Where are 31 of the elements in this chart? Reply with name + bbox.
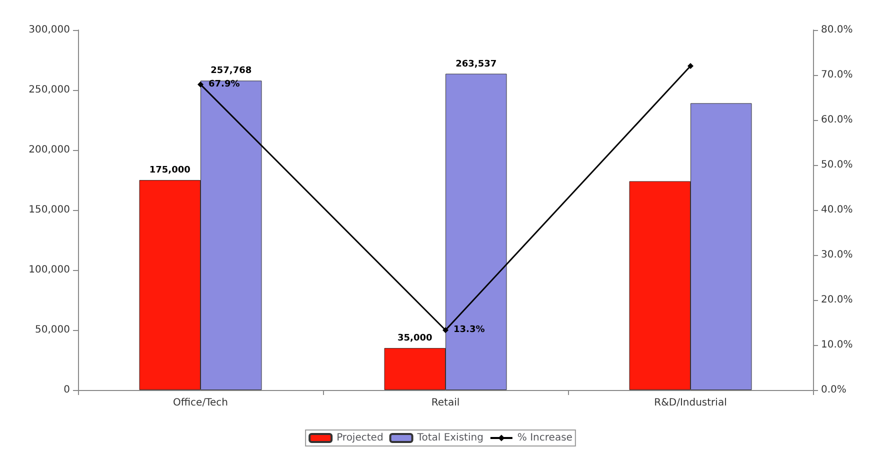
data-label: 13.3% xyxy=(454,325,485,336)
point xyxy=(198,81,204,88)
y2-tick-label: 70.0% xyxy=(821,70,853,80)
y-tick-label: 200,000 xyxy=(28,144,70,156)
x-tick-label: Retail xyxy=(431,398,460,408)
data-label: 257,768 xyxy=(210,66,252,76)
data-label: 35,000 xyxy=(398,334,432,344)
point xyxy=(688,63,694,69)
y2-tick-label: 80.0% xyxy=(821,24,853,36)
y2-tick-label: 60.0% xyxy=(821,114,853,126)
data-label: 263,537 xyxy=(456,59,497,70)
y2-tick-label: 10.0% xyxy=(821,340,853,350)
legend-label: Projected xyxy=(336,432,384,444)
y2-tick-label: 20.0% xyxy=(821,294,853,306)
y-tick-label: 150,000 xyxy=(28,204,70,216)
data-label: 175,000 xyxy=(149,166,190,176)
y-tick-label: 0 xyxy=(64,384,70,396)
data-label: 67.9% xyxy=(208,79,240,90)
x-tick-label: Office/Tech xyxy=(173,398,228,408)
legend-label: % Increase xyxy=(517,432,572,444)
y-tick-label: 250,000 xyxy=(28,84,70,96)
y-tick-label: 300,000 xyxy=(28,24,70,36)
y2-tick-label: 50.0% xyxy=(821,160,853,170)
y2-tick-label: 30.0% xyxy=(821,250,853,260)
x-tick-label: R&D/Industrial xyxy=(654,398,727,408)
y2-tick-label: 40.0% xyxy=(821,204,853,216)
y-tick-label: 100,000 xyxy=(28,264,70,276)
y-tick-label: 50,000 xyxy=(35,324,70,336)
legend-label: Total Existing xyxy=(416,432,484,444)
y2-tick-label: 0.0% xyxy=(821,384,846,396)
point xyxy=(442,327,448,334)
